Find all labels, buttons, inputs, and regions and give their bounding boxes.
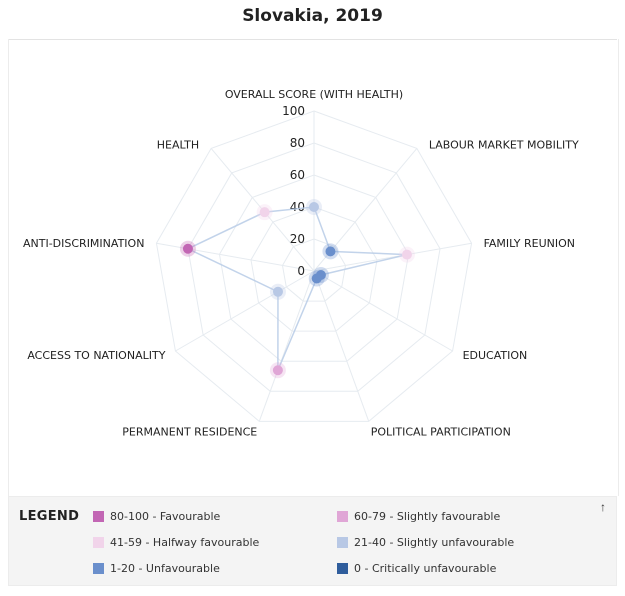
legend-panel: LEGEND ↑ 80-100 - Favourable 60-79 - Sli… — [8, 496, 617, 586]
series-line — [186, 206, 408, 371]
grid-ring — [155, 110, 473, 422]
grid-ring — [187, 142, 441, 392]
data-point — [401, 249, 412, 260]
grid-spoke — [156, 242, 315, 272]
data-point — [272, 286, 283, 297]
axis-label: HEALTH — [157, 138, 199, 151]
grid-ring — [281, 238, 347, 302]
legend-label: 0 - Critically unfavourable — [354, 562, 497, 575]
chart-title: Slovakia, 2019 — [242, 6, 383, 26]
data-point — [311, 273, 322, 284]
axis-label: OVERALL SCORE (WITH HEALTH) — [225, 88, 403, 101]
grid-spoke — [313, 270, 453, 352]
radial-tick-label: 100 — [282, 104, 305, 118]
legend-swatch — [337, 511, 348, 522]
legend-swatch — [337, 537, 348, 548]
axis-label: ANTI-DISCRIMINATION — [23, 237, 144, 250]
axis-label: EDUCATION — [463, 349, 528, 362]
data-point — [309, 202, 319, 212]
legend-item-slightly-unfavourable: 21-40 - Slightly unfavourable — [337, 536, 514, 549]
radial-tick-label: 0 — [297, 264, 305, 278]
title-divider — [8, 39, 617, 40]
axis-label: ACCESS TO NATIONALITY — [27, 349, 165, 362]
axis-label: LABOUR MARKET MOBILITY — [429, 138, 579, 151]
legend-label: 60-79 - Slightly favourable — [354, 510, 501, 523]
legend-label: 41-59 - Halfway favourable — [110, 536, 260, 549]
grid-spoke — [313, 270, 370, 422]
legend-label: 21-40 - Slightly unfavourable — [354, 536, 515, 549]
legend-label: 80-100 - Favourable — [110, 510, 221, 523]
data-point — [182, 243, 193, 254]
data-point — [272, 365, 283, 376]
data-point — [259, 207, 270, 218]
legend-item-halfway-favourable: 41-59 - Halfway favourable — [93, 536, 259, 549]
radial-tick-label: 60 — [290, 168, 305, 182]
legend-item-unfavourable: 1-20 - Unfavourable — [93, 562, 220, 575]
legend-swatch — [93, 537, 104, 548]
radar-chart: 0 20 40 60 80 100 OVERALL SCORE (WITH HEALTH) L… — [23, 88, 579, 438]
grid-spoke — [313, 242, 472, 272]
legend-swatch — [93, 563, 104, 574]
axis-label: PERMANENT RESIDENCE — [122, 425, 257, 438]
legend-item-favourable: 80-100 - Favourable — [93, 510, 220, 523]
radial-tick-label: 80 — [290, 136, 305, 150]
legend-swatch — [337, 563, 348, 574]
grid-ring — [250, 206, 378, 332]
grid-spoke — [258, 270, 315, 422]
radial-tick-label: 20 — [290, 232, 305, 246]
axis-label: POLITICAL PARTICIPATION — [371, 425, 511, 438]
legend-item-critically-unfavourable: 0 - Critically unfavourable — [337, 562, 496, 575]
legend-label: 1-20 - Unfavourable — [110, 562, 220, 575]
data-point — [325, 246, 336, 257]
radial-tick-label: 40 — [290, 200, 305, 214]
arrow-up-icon[interactable]: ↑ — [600, 500, 606, 514]
chart-area — [8, 39, 619, 496]
legend-item-slightly-favourable: 60-79 - Slightly favourable — [337, 510, 500, 523]
legend-swatch — [93, 511, 104, 522]
grid-spoke — [175, 270, 315, 352]
axis-label: FAMILY REUNION — [484, 237, 575, 250]
legend-title: LEGEND — [19, 509, 80, 524]
